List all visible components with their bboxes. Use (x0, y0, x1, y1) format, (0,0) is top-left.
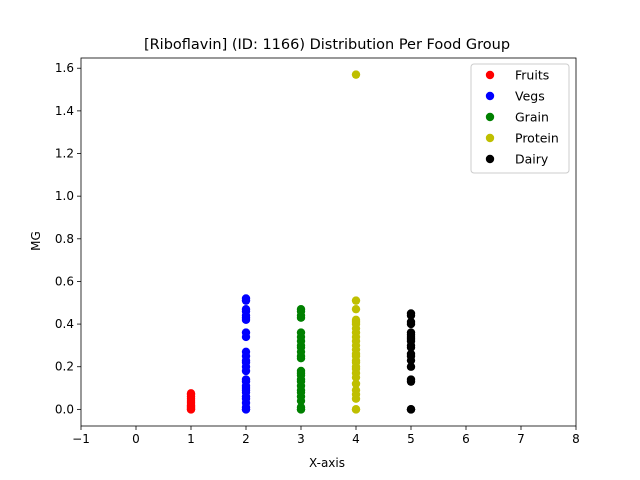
data-point (296, 328, 306, 337)
x-tick-label: 1 (187, 432, 195, 446)
legend-marker (485, 154, 495, 164)
legend-marker (485, 70, 495, 80)
data-point (406, 405, 416, 414)
data-point (406, 317, 416, 327)
x-tick-label: 4 (352, 432, 360, 446)
data-point (406, 362, 416, 371)
legend: Fruits Vegs Grain Protein Dairy (470, 63, 570, 174)
x-tick-label: 3 (297, 432, 305, 446)
data-point (351, 70, 361, 79)
y-tick-label: 0.0 (55, 402, 74, 416)
x-tick-label: 2 (242, 432, 250, 446)
data-point (406, 309, 416, 318)
series-dairy (406, 309, 416, 414)
legend-marker (485, 91, 495, 101)
x-tick-label: 8 (572, 432, 580, 446)
data-point (406, 349, 416, 359)
data-point (351, 405, 361, 414)
series-fruits (186, 389, 196, 414)
legend-marker (485, 133, 495, 143)
data-point (351, 296, 361, 305)
data-point (186, 389, 196, 398)
x-tick-label: 7 (517, 432, 525, 446)
data-point (241, 375, 251, 384)
data-point (241, 328, 251, 337)
y-tick-label: 1.0 (55, 189, 74, 203)
y-tick-label: 0.6 (55, 274, 74, 288)
x-tick-label: 6 (462, 432, 470, 446)
data-point (296, 403, 306, 412)
data-point (351, 385, 361, 395)
data-point (351, 304, 361, 314)
series-grain (296, 304, 306, 414)
data-point (406, 328, 416, 337)
data-point (241, 347, 251, 357)
y-axis-label: MG (29, 231, 43, 251)
legend-entry: Grain (515, 110, 549, 125)
data-point (241, 304, 251, 314)
legend-entry: Vegs (515, 89, 545, 104)
y-tick-label: 0.8 (55, 232, 74, 246)
data-point (296, 304, 306, 314)
legend-marker (485, 112, 495, 122)
y-tick-label: 1.6 (55, 61, 74, 75)
data-point (296, 366, 306, 376)
plot-area: −1 0 1 2 3 4 5 6 7 8 0.0 0.2 0.4 0.6 0.8 1.0 1.2 1.4 1.6 (55, 57, 580, 446)
data-point (351, 379, 361, 388)
series-vegs (241, 294, 251, 414)
x-axis-label: X-axis (309, 456, 345, 470)
axes-frame (80, 57, 577, 427)
y-tick-label: 0.4 (55, 317, 74, 331)
y-tick-label: 1.4 (55, 104, 74, 118)
y-tick-label: 0.2 (55, 360, 74, 374)
data-point (351, 315, 361, 325)
x-tick-label: 0 (132, 432, 140, 446)
legend-entry: Dairy (515, 152, 549, 167)
x-tick-label: −1 (72, 432, 90, 446)
chart-title: [Riboflavin] (ID: 1166) Distribution Per… (144, 37, 510, 53)
data-point (241, 294, 251, 303)
legend-entry: Protein (515, 131, 559, 146)
data-point (406, 375, 416, 384)
x-tick-label: 5 (407, 432, 415, 446)
legend-entry: Fruits (515, 68, 549, 83)
y-tick-label: 1.2 (55, 147, 74, 161)
series-protein (351, 70, 361, 414)
legend-box (470, 63, 570, 174)
